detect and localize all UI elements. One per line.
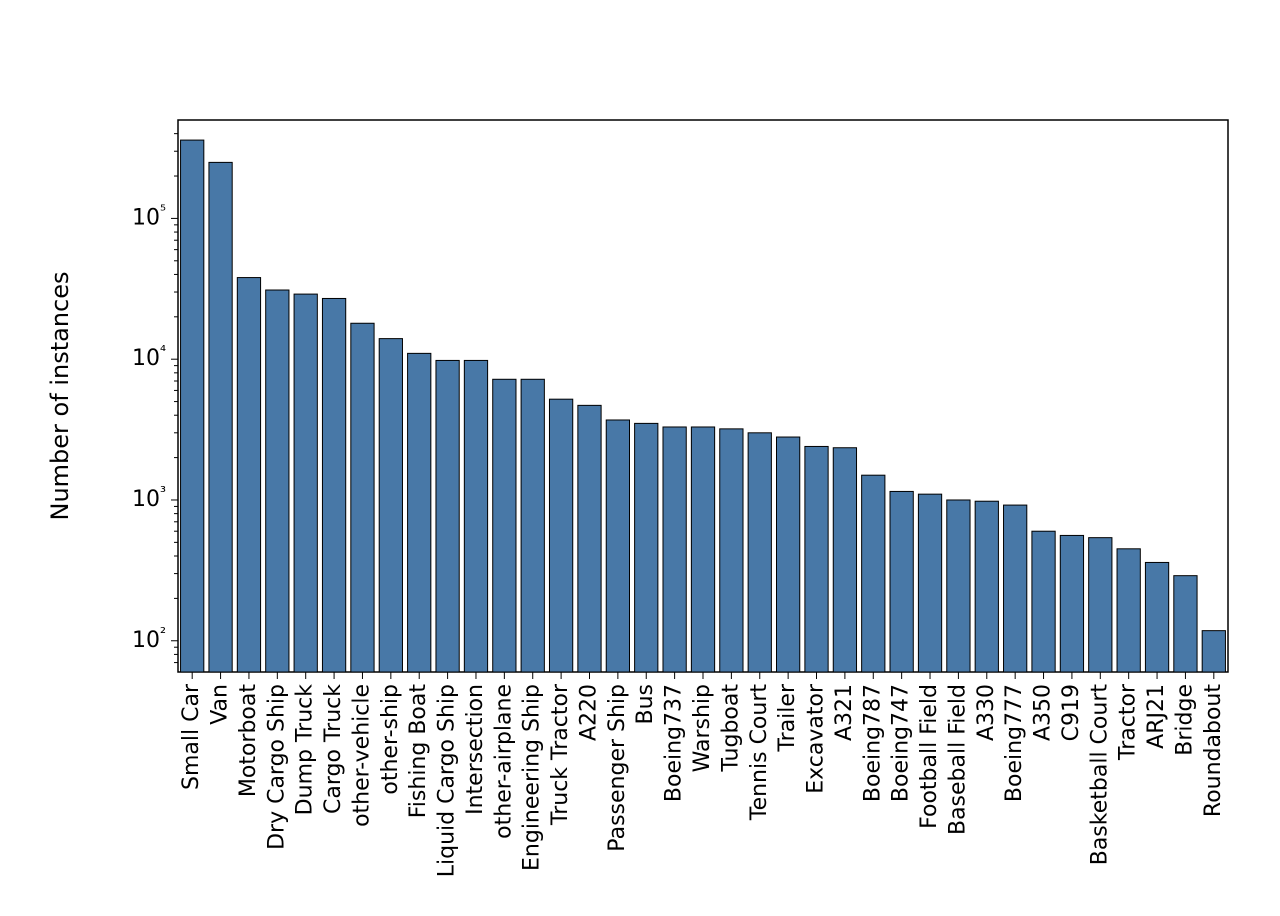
x-tick-label: Bus [633, 684, 658, 725]
x-tick-label: A220 [576, 684, 601, 741]
x-tick-label: Intersection [463, 684, 488, 815]
bar [266, 290, 289, 672]
bar [975, 501, 998, 672]
bar [1032, 531, 1055, 672]
bar [1060, 535, 1083, 672]
y-tick-label: 10³ [132, 482, 166, 512]
x-tick-label: other-ship [378, 684, 403, 795]
x-tick-label: Roundabout [1201, 684, 1226, 817]
x-tick-label: Fishing Boat [406, 684, 431, 819]
y-tick-label: 10² [132, 623, 166, 653]
x-tick-label: Liquid Cargo Ship [435, 684, 460, 877]
bar [663, 427, 686, 672]
x-tick-label: other-airplane [491, 684, 516, 839]
x-tick-label: other-vehicle [349, 684, 374, 827]
bar [606, 420, 629, 672]
bar [833, 448, 856, 672]
bar [805, 446, 828, 672]
x-tick-label: Motorboat [236, 684, 261, 797]
y-axis-label: Number of instances [46, 272, 74, 521]
bar [237, 278, 260, 672]
x-tick-label: Engineering Ship [520, 684, 545, 871]
bar [294, 294, 317, 672]
y-tick-label: 10⁴ [132, 342, 166, 372]
x-tick-label: A350 [1031, 684, 1056, 741]
bar [777, 437, 800, 672]
bar [1202, 631, 1225, 672]
bars-group [181, 140, 1226, 672]
x-tick-label: ARJ21 [1144, 684, 1169, 749]
bar [578, 405, 601, 672]
bar [436, 360, 459, 672]
bar [493, 379, 516, 672]
bar [748, 433, 771, 672]
bar [408, 353, 431, 672]
x-tick-label: Bridge [1172, 684, 1197, 756]
chart-container: 10² 10³ 10⁴ 10⁵ Number of instances Small Car… [0, 0, 1280, 916]
x-tick-label: A321 [832, 684, 857, 741]
x-tick-label: C919 [1059, 684, 1084, 741]
x-tick-label: Football Field [917, 684, 942, 829]
x-tick-label: Small Car [179, 683, 204, 790]
bar-chart: 10² 10³ 10⁴ 10⁵ Number of instances Small Car… [0, 0, 1280, 916]
bar [862, 475, 885, 672]
x-tick-label: Boeing777 [1002, 684, 1027, 802]
bar [521, 379, 544, 672]
x-tick-label: Truck Tractor [548, 683, 573, 826]
bar [549, 399, 572, 672]
bar [181, 140, 204, 672]
bar [947, 500, 970, 672]
bar [1174, 576, 1197, 672]
bar [209, 162, 232, 672]
bar [351, 323, 374, 672]
x-tick-label: A330 [974, 684, 999, 741]
x-tick-label: Cargo Truck [321, 684, 346, 814]
bar [691, 427, 714, 672]
x-tick-label: Baseball Field [945, 684, 970, 835]
x-tick-label: Boeing737 [662, 684, 687, 802]
x-tick-label: Warship [690, 684, 715, 772]
x-tick-label: Boeing787 [860, 684, 885, 802]
x-tick-label: Dry Cargo Ship [264, 684, 289, 850]
bar [1089, 538, 1112, 672]
bar [1004, 505, 1027, 672]
x-tick-label: Tugboat [718, 684, 743, 773]
x-tick-label: Dump Truck [293, 684, 318, 816]
bar [890, 491, 913, 672]
bar [1145, 562, 1168, 672]
bar [635, 423, 658, 672]
x-tick-label: Trailer [775, 683, 800, 752]
x-tick-label: Van [208, 684, 233, 725]
x-tick-label: Excavator [804, 683, 829, 794]
y-tick-label: 10⁵ [132, 201, 166, 231]
x-tick-label: Passenger Ship [605, 684, 630, 852]
bar [379, 339, 402, 672]
bar [918, 494, 941, 672]
bar [322, 298, 345, 672]
x-tick-label: Tractor [1116, 683, 1141, 761]
bar [464, 360, 487, 672]
x-tick-label: Basketball Court [1087, 684, 1112, 866]
x-tick-label: Tennis Court [747, 684, 772, 821]
x-tick-label: Boeing747 [889, 684, 914, 802]
bar [720, 429, 743, 672]
bar [1117, 549, 1140, 672]
